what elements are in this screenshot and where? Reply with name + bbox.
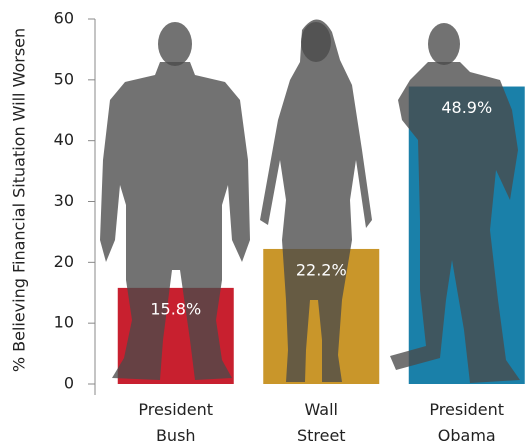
value-label: 15.8% (150, 299, 201, 318)
y-tick-label: 50 (54, 69, 74, 88)
value-label: 22.2% (296, 260, 347, 279)
y-tick-label: 10 (54, 313, 74, 332)
y-tick-label: 30 (54, 191, 74, 210)
y-tick-label: 40 (54, 130, 74, 149)
page: {"chart_data": {"type": "bar", "y_label"… (0, 0, 527, 447)
y-tick-label: 20 (54, 252, 74, 271)
chart: % Believing Financial Situation Will Wor… (0, 0, 527, 447)
y-axis-title: % Believing Financial Situation Will Wor… (10, 28, 29, 372)
value-label: 48.9% (441, 98, 492, 117)
y-tick-label: 0 (64, 374, 74, 393)
y-tick-label: 60 (54, 9, 74, 28)
